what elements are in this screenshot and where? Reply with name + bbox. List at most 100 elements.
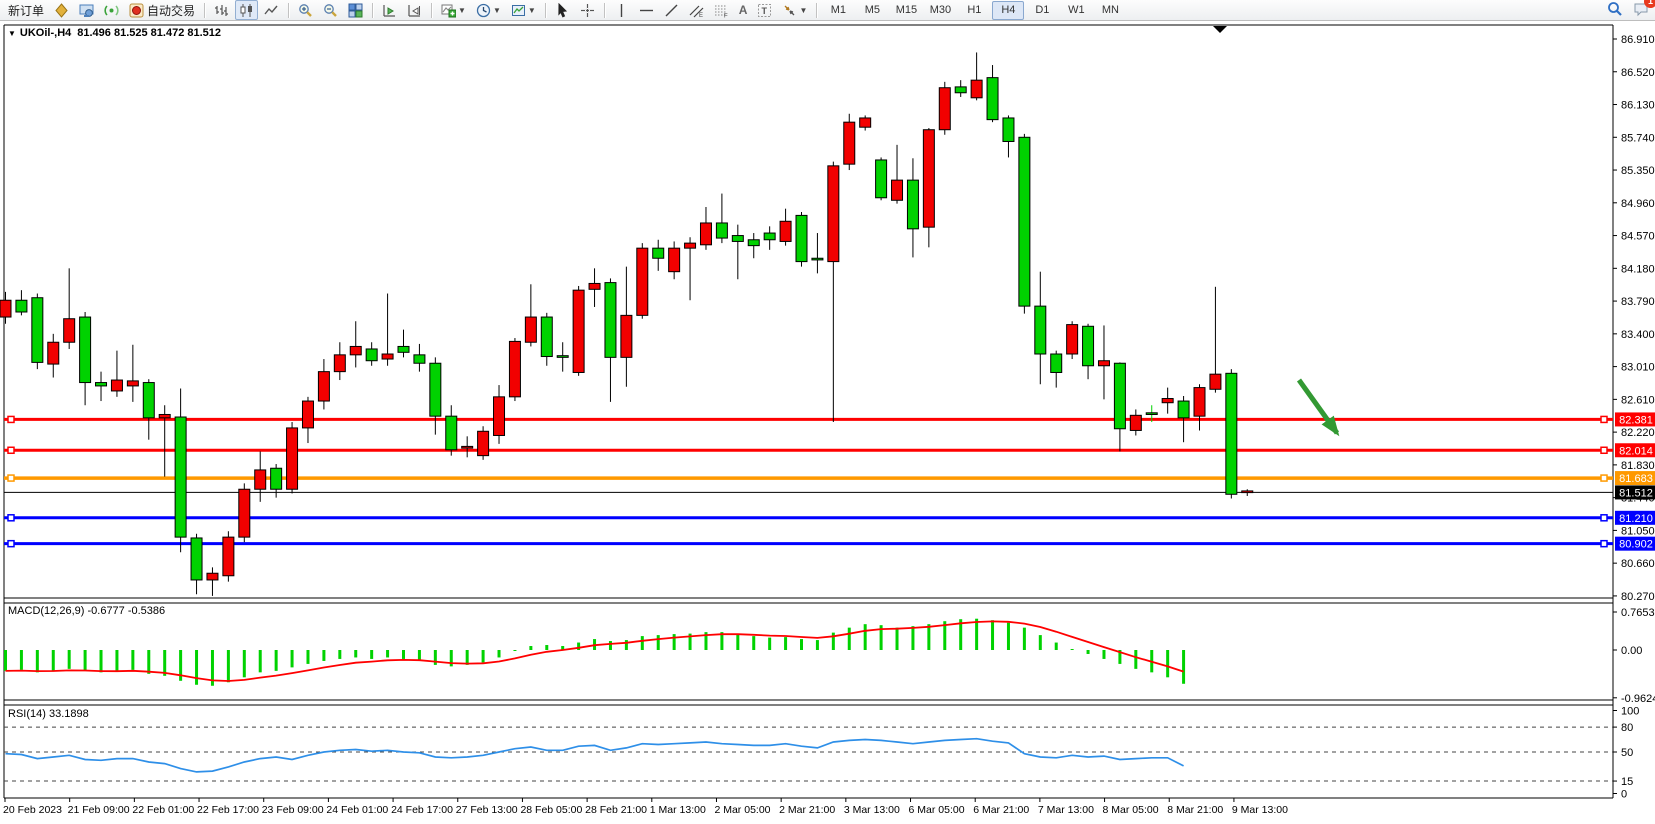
line-handle[interactable] <box>1600 539 1608 548</box>
line-handle[interactable] <box>1600 415 1608 424</box>
candle <box>1018 136 1031 307</box>
annotation-arrow[interactable] <box>1296 378 1340 437</box>
candle <box>827 165 840 263</box>
line-handle[interactable] <box>1600 446 1608 455</box>
candle <box>349 345 362 356</box>
candle <box>1066 324 1079 355</box>
tile-windows-icon[interactable] <box>344 0 367 20</box>
svg-text:86.910: 86.910 <box>1621 34 1655 46</box>
candle <box>524 316 537 343</box>
line-handle[interactable] <box>7 474 15 482</box>
svg-text:9 Mar 13:00: 9 Mar 13:00 <box>1232 804 1288 816</box>
candle <box>652 247 665 259</box>
svg-text:23 Feb 09:00: 23 Feb 09:00 <box>262 804 324 816</box>
line-handle[interactable] <box>7 514 15 522</box>
chevron-down-icon: ▼ <box>799 5 808 15</box>
vertical-line-icon[interactable] <box>610 0 633 20</box>
text-icon[interactable]: A <box>738 3 748 17</box>
periods-button[interactable]: ▼ <box>472 0 505 20</box>
svg-text:80: 80 <box>1621 722 1633 734</box>
price-tag-81.512: 81.512 <box>1615 485 1655 500</box>
svg-text:80.270: 80.270 <box>1621 591 1655 603</box>
line-handle[interactable] <box>7 415 15 424</box>
auto-scroll-icon[interactable] <box>378 0 401 20</box>
candle <box>238 488 251 538</box>
hline-82.381[interactable] <box>4 415 1613 424</box>
candle <box>938 87 951 131</box>
cursor-icon[interactable] <box>551 0 574 20</box>
candle <box>1002 117 1015 142</box>
svg-text:83.400: 83.400 <box>1621 329 1655 341</box>
bar-chart-icon[interactable] <box>210 0 233 20</box>
hline-82.014[interactable] <box>4 446 1613 455</box>
timeframe-M15[interactable]: M15 <box>895 4 918 16</box>
timeframe-H4[interactable]: H4 <box>992 0 1025 20</box>
hline-81.683[interactable] <box>4 474 1613 482</box>
trendline-icon[interactable] <box>660 0 683 20</box>
candle <box>79 316 92 384</box>
candle <box>668 247 681 273</box>
candle <box>636 247 649 316</box>
svg-text:15: 15 <box>1621 776 1633 788</box>
svg-text:28 Feb 21:00: 28 Feb 21:00 <box>585 804 647 816</box>
svg-text:81.830: 81.830 <box>1621 460 1655 472</box>
svg-text:84.570: 84.570 <box>1621 231 1655 243</box>
fibonacci-icon[interactable]: F <box>710 0 733 20</box>
signals-icon[interactable] <box>100 0 123 20</box>
candle <box>397 345 410 353</box>
candle <box>604 282 617 358</box>
svg-text:82.220: 82.220 <box>1621 427 1655 439</box>
horizontal-line-icon[interactable] <box>635 0 658 20</box>
autotrading-button[interactable]: 自动交易 <box>125 0 199 20</box>
line-handle[interactable] <box>7 446 15 455</box>
timeframe-M5[interactable]: M5 <box>864 4 881 16</box>
new-order-button[interactable]: 新订单 <box>8 3 45 18</box>
autotrading-label: 自动交易 <box>147 3 196 18</box>
candlestick-chart-icon[interactable] <box>235 0 259 20</box>
search-icon[interactable] <box>1607 1 1623 20</box>
line-chart-icon[interactable] <box>260 0 283 20</box>
svg-text:81.683: 81.683 <box>1619 473 1653 485</box>
chart-shift-icon[interactable] <box>403 0 426 20</box>
candle <box>0 299 12 318</box>
add-indicator-button[interactable]: ▼ <box>437 0 470 20</box>
zoom-in-icon[interactable] <box>294 0 317 20</box>
toolbar-separator <box>204 2 206 18</box>
macd-values: -0.6777 -0.5386 <box>87 605 166 617</box>
favorites-icon[interactable] <box>50 0 73 20</box>
toolbar-separator <box>431 2 433 18</box>
line-handle[interactable] <box>7 539 15 548</box>
candle <box>715 222 728 239</box>
timeframe-M30[interactable]: M30 <box>929 4 952 16</box>
hline-80.902[interactable] <box>4 539 1613 548</box>
candle <box>206 572 219 581</box>
notifications-icon[interactable]: 1 <box>1633 0 1655 20</box>
market-watch-icon[interactable] <box>75 0 98 20</box>
crosshair-icon[interactable] <box>576 0 599 20</box>
candle <box>588 282 601 290</box>
one-click-collapse-icon[interactable]: ▼ <box>8 29 16 38</box>
chart-shift-marker[interactable] <box>1213 26 1227 33</box>
timeframe-W1[interactable]: W1 <box>1068 4 1085 16</box>
text-label-icon[interactable]: T <box>753 0 776 20</box>
toolbar-separator <box>544 2 546 18</box>
svg-text:50: 50 <box>1621 747 1633 759</box>
arrows-tool-button[interactable]: ▼ <box>778 0 811 20</box>
line-handle[interactable] <box>1600 474 1608 482</box>
candle <box>222 536 235 577</box>
hline-81.210[interactable] <box>4 514 1613 522</box>
svg-text:0.00: 0.00 <box>1621 645 1642 657</box>
svg-text:84.180: 84.180 <box>1621 263 1655 275</box>
line-handle[interactable] <box>1600 514 1608 522</box>
timeframe-D1[interactable]: D1 <box>1035 4 1050 16</box>
zoom-out-icon[interactable] <box>319 0 342 20</box>
templates-button[interactable]: ▼ <box>507 0 540 20</box>
timeframe-MN[interactable]: MN <box>1101 4 1119 16</box>
candle <box>1193 387 1206 417</box>
candle <box>333 354 346 373</box>
timeframe-M1[interactable]: M1 <box>830 4 847 16</box>
timeframe-H1[interactable]: H1 <box>967 4 982 16</box>
svg-text:80.902: 80.902 <box>1619 539 1653 551</box>
equidistant-channel-icon[interactable]: E <box>685 0 708 20</box>
